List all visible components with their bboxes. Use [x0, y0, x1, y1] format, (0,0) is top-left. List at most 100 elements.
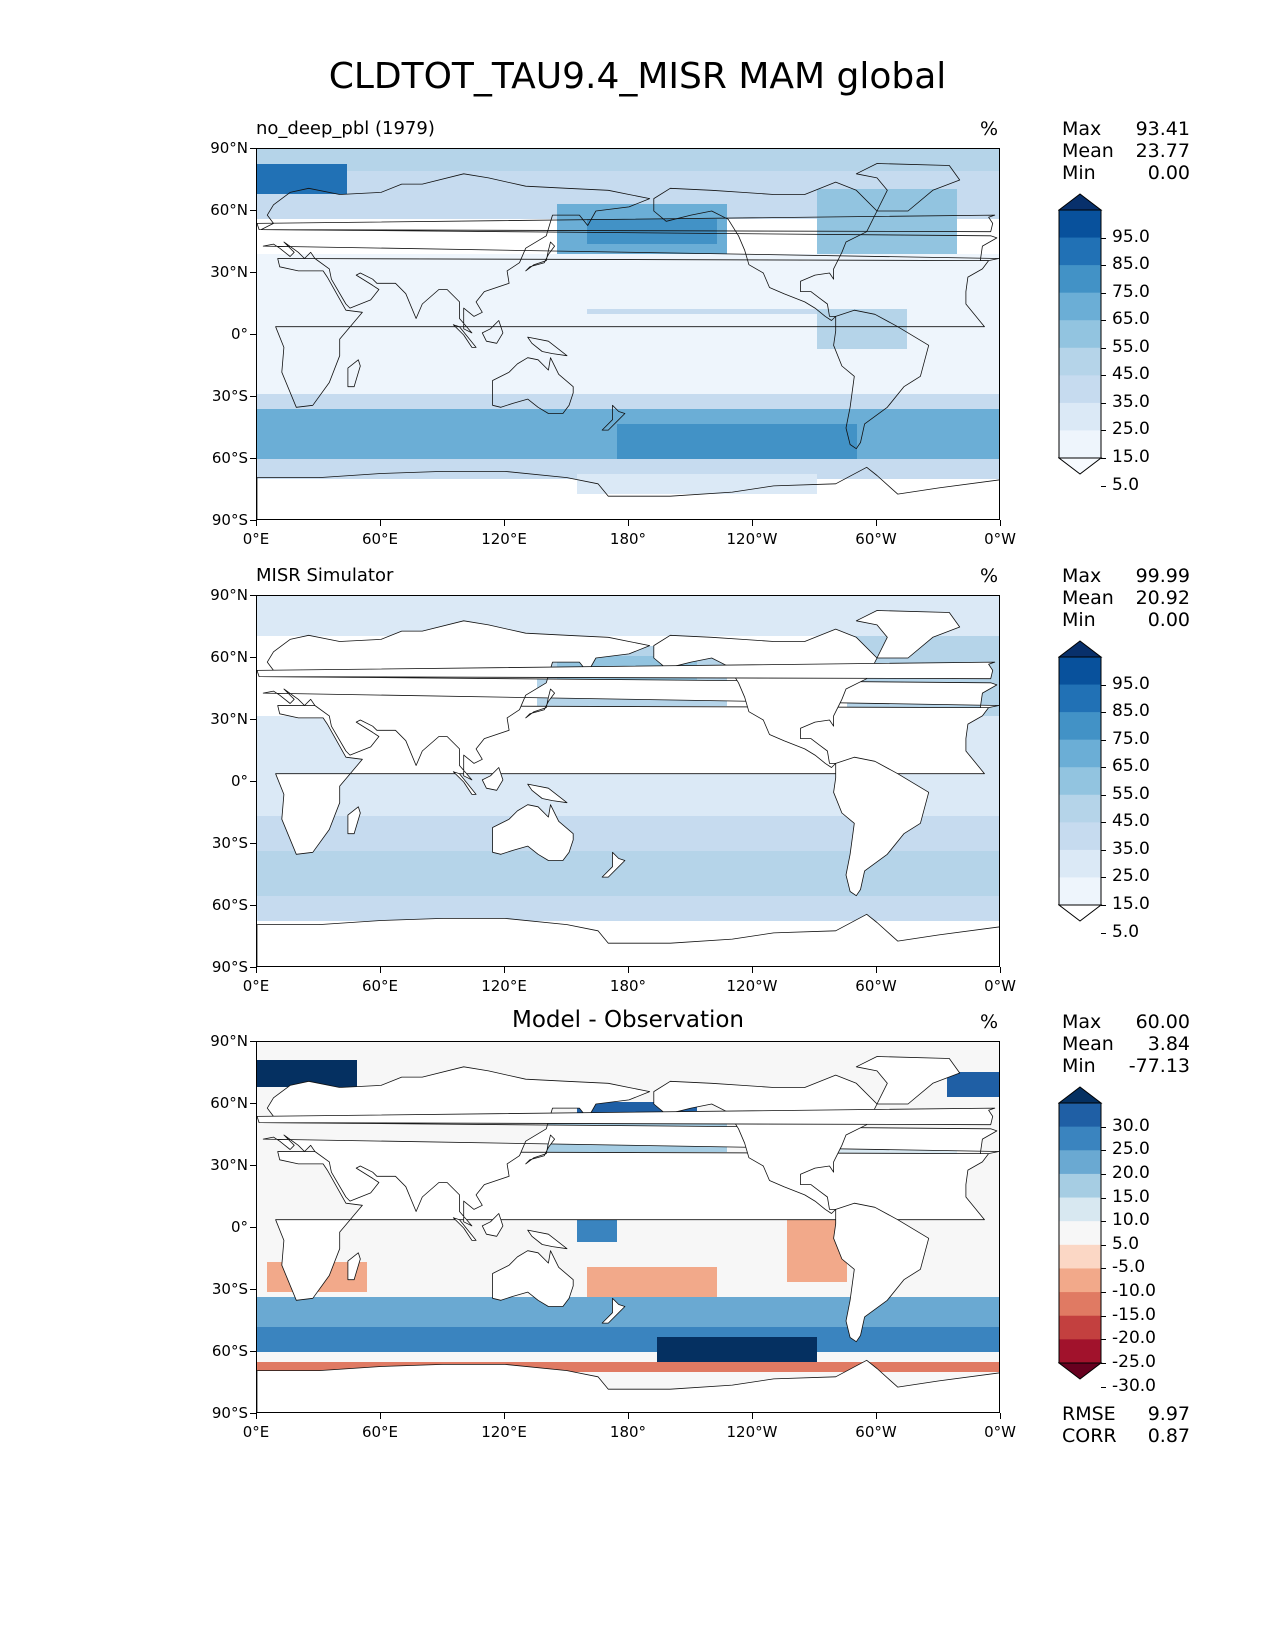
x-tick-mark: [256, 967, 257, 973]
map-field-diff: [257, 1042, 999, 1412]
landmass-borneo: [481, 320, 504, 344]
landmass-new-zealand: [601, 851, 626, 878]
x-tick-label: 0°E: [242, 530, 270, 548]
colorbar-tick: [1101, 849, 1106, 851]
y-tick-label: 0°: [230, 772, 248, 790]
colorbar-label: 20.0: [1112, 1162, 1150, 1183]
colorbar-tick: [1101, 402, 1106, 404]
x-tick-mark: [504, 1413, 505, 1419]
stat-row: RMSE 9.97: [1062, 1403, 1190, 1425]
landmass-madagascar: [347, 1252, 361, 1281]
colorbar-label: 25.0: [1112, 866, 1150, 887]
colorbar-label: 10.0: [1112, 1210, 1150, 1231]
stat-label: Mean: [1062, 587, 1114, 609]
y-tick-label: 0°: [230, 1218, 248, 1236]
x-tick-mark: [504, 967, 505, 973]
colorbar-label: 55.0: [1112, 336, 1150, 357]
landmass-borneo: [481, 1213, 504, 1237]
landmass-eurasia: [260, 620, 999, 781]
y-tick-label: 60°N: [210, 1094, 248, 1112]
colorbar-tick: [1101, 1363, 1106, 1364]
landmass-greenland: [855, 610, 961, 659]
y-tick-label: 90°N: [210, 139, 248, 157]
x-tick-mark: [380, 967, 381, 973]
colorbar-label: 75.0: [1112, 728, 1150, 749]
landmass-australia: [492, 357, 574, 414]
y-tick-mark: [250, 1227, 256, 1228]
y-tick-mark: [250, 1165, 256, 1166]
colorbar-tick: [1101, 375, 1106, 377]
y-tick-mark: [250, 657, 256, 658]
map-diff: [256, 1041, 1000, 1413]
landmass-eurasia: [260, 1066, 999, 1227]
stat-value: 0.00: [1147, 162, 1190, 184]
colorbar-label: 85.0: [1112, 254, 1150, 275]
stat-value: 60.00: [1135, 1011, 1190, 1033]
landmass-antarctica: [257, 466, 999, 519]
colorbar-tick: [1101, 292, 1106, 294]
map-field-test: [257, 149, 999, 519]
landmass-sumatra: [452, 324, 477, 348]
stat-row: Min -77.13: [1062, 1055, 1190, 1077]
colorbar-label: -10.0: [1112, 1281, 1156, 1302]
map-test: [256, 148, 1000, 520]
landmass-japan: [525, 241, 556, 272]
y-tick-mark: [250, 967, 256, 968]
y-tick-label: 30°S: [211, 1280, 248, 1298]
colorbar-tick: [1101, 1173, 1106, 1175]
colorbar-label: 25.0: [1112, 1139, 1150, 1160]
x-tick-mark: [876, 1413, 877, 1419]
colorbar-diff: [1057, 1086, 1103, 1380]
colorbar-tick: [1101, 794, 1106, 796]
colorbar-test: [1057, 193, 1103, 475]
landmass-south-america: [833, 309, 930, 450]
x-tick-label: 120°E: [481, 977, 527, 995]
y-tick-label: 30°S: [211, 834, 248, 852]
x-tick-label: 120°E: [481, 530, 527, 548]
colorbar-tick: [1101, 1386, 1106, 1388]
y-tick-label: 90°N: [210, 1032, 248, 1050]
stat-label: Min: [1062, 162, 1096, 184]
stat-row: Max 60.00: [1062, 1011, 1190, 1033]
colorbar-tick: [1101, 684, 1106, 686]
colorbar-label: 5.0: [1112, 921, 1140, 942]
stat-value: 23.77: [1135, 140, 1190, 162]
landmass-new-zealand: [601, 404, 626, 431]
stat-row: Max 93.41: [1062, 118, 1190, 140]
stat-value: 0.00: [1147, 609, 1190, 631]
colorbar-tick: [1101, 767, 1106, 769]
colorbar-tick: [1101, 905, 1106, 906]
stat-label: Max: [1062, 565, 1102, 587]
y-tick-mark: [250, 210, 256, 211]
landmass-greenland: [855, 1056, 961, 1105]
colorbar-tick: [1101, 1221, 1106, 1223]
panel-title: Model - Observation: [511, 1007, 745, 1033]
stats-block: Max 93.41 Mean 23.77 Min 0.00: [1062, 118, 1190, 184]
colorbar-label: 95.0: [1112, 226, 1150, 247]
landmass-sumatra: [452, 1217, 477, 1241]
x-tick-label: 120°E: [481, 1423, 527, 1441]
colorbar-label: -25.0: [1112, 1352, 1156, 1372]
x-tick-mark: [1000, 967, 1001, 973]
colorbar-wrapper: [1057, 1086, 1110, 1384]
y-tick-label: 30°N: [210, 263, 248, 281]
x-tick-mark: [504, 520, 505, 526]
landmass-uk: [257, 661, 996, 680]
y-tick-mark: [250, 1413, 256, 1414]
x-tick-label: 0°W: [984, 530, 1016, 548]
landmass-africa: [275, 258, 989, 408]
y-tick-label: 30°N: [210, 1156, 248, 1174]
map-ref: [256, 595, 1000, 967]
colorbar-label: 65.0: [1112, 309, 1150, 330]
x-tick-mark: [380, 520, 381, 526]
stat-label: Max: [1062, 1011, 1102, 1033]
y-tick-mark: [250, 272, 256, 273]
stat-label: Mean: [1062, 1033, 1114, 1055]
y-tick-mark: [250, 520, 256, 521]
x-tick-label: 0°E: [242, 977, 270, 995]
colorbar-label: -30.0: [1112, 1375, 1156, 1396]
x-tick-label: 60°E: [361, 1423, 399, 1441]
y-tick-label: 30°N: [210, 710, 248, 728]
stat-label: Min: [1062, 1055, 1096, 1077]
x-tick-mark: [256, 1413, 257, 1419]
